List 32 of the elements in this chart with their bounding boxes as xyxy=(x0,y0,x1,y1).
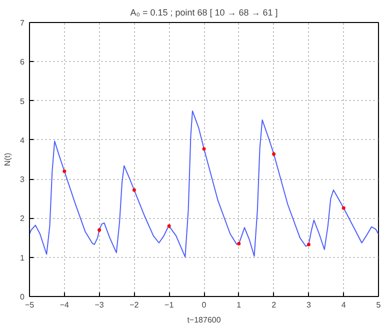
x-tick-label: 3 xyxy=(306,300,312,310)
x-tick-label: 2 xyxy=(272,300,277,310)
y-tick-label: 5 xyxy=(20,96,26,106)
chart-title: A₀ = 0.15 ; point 68 [ 10 → 68 → 61 ] xyxy=(130,8,278,18)
point xyxy=(342,206,346,210)
x-tick-label: −2 xyxy=(130,300,140,310)
x-tick-label: 4 xyxy=(341,300,346,310)
point xyxy=(167,224,171,228)
x-tick-label: −4 xyxy=(60,300,70,310)
point xyxy=(62,169,66,173)
line-series xyxy=(30,110,378,258)
x-tick-label: 1 xyxy=(236,300,242,310)
x-tick-label: −1 xyxy=(164,300,174,310)
point xyxy=(272,152,276,156)
y-tick-label: 0 xyxy=(20,292,26,302)
y-tick-label: 7 xyxy=(20,18,26,28)
x-tick-label: 5 xyxy=(376,300,382,310)
y-tick-label: 3 xyxy=(20,175,26,184)
x-tick-label: −3 xyxy=(94,300,104,310)
point xyxy=(237,242,241,246)
y-tick-label: 1 xyxy=(20,253,26,262)
x-axis-title: t−187600 xyxy=(187,316,222,324)
y-tick-label: 6 xyxy=(20,58,26,67)
x-tick-label: −5 xyxy=(24,300,35,310)
x-tick-label: 0 xyxy=(202,300,207,310)
y-tick-label: 2 xyxy=(20,214,26,224)
point xyxy=(132,188,136,192)
y-axis-title: N(t) xyxy=(3,152,12,166)
point xyxy=(306,242,310,246)
y-tick-label: 4 xyxy=(20,136,26,145)
point xyxy=(202,147,206,151)
point xyxy=(98,228,102,232)
